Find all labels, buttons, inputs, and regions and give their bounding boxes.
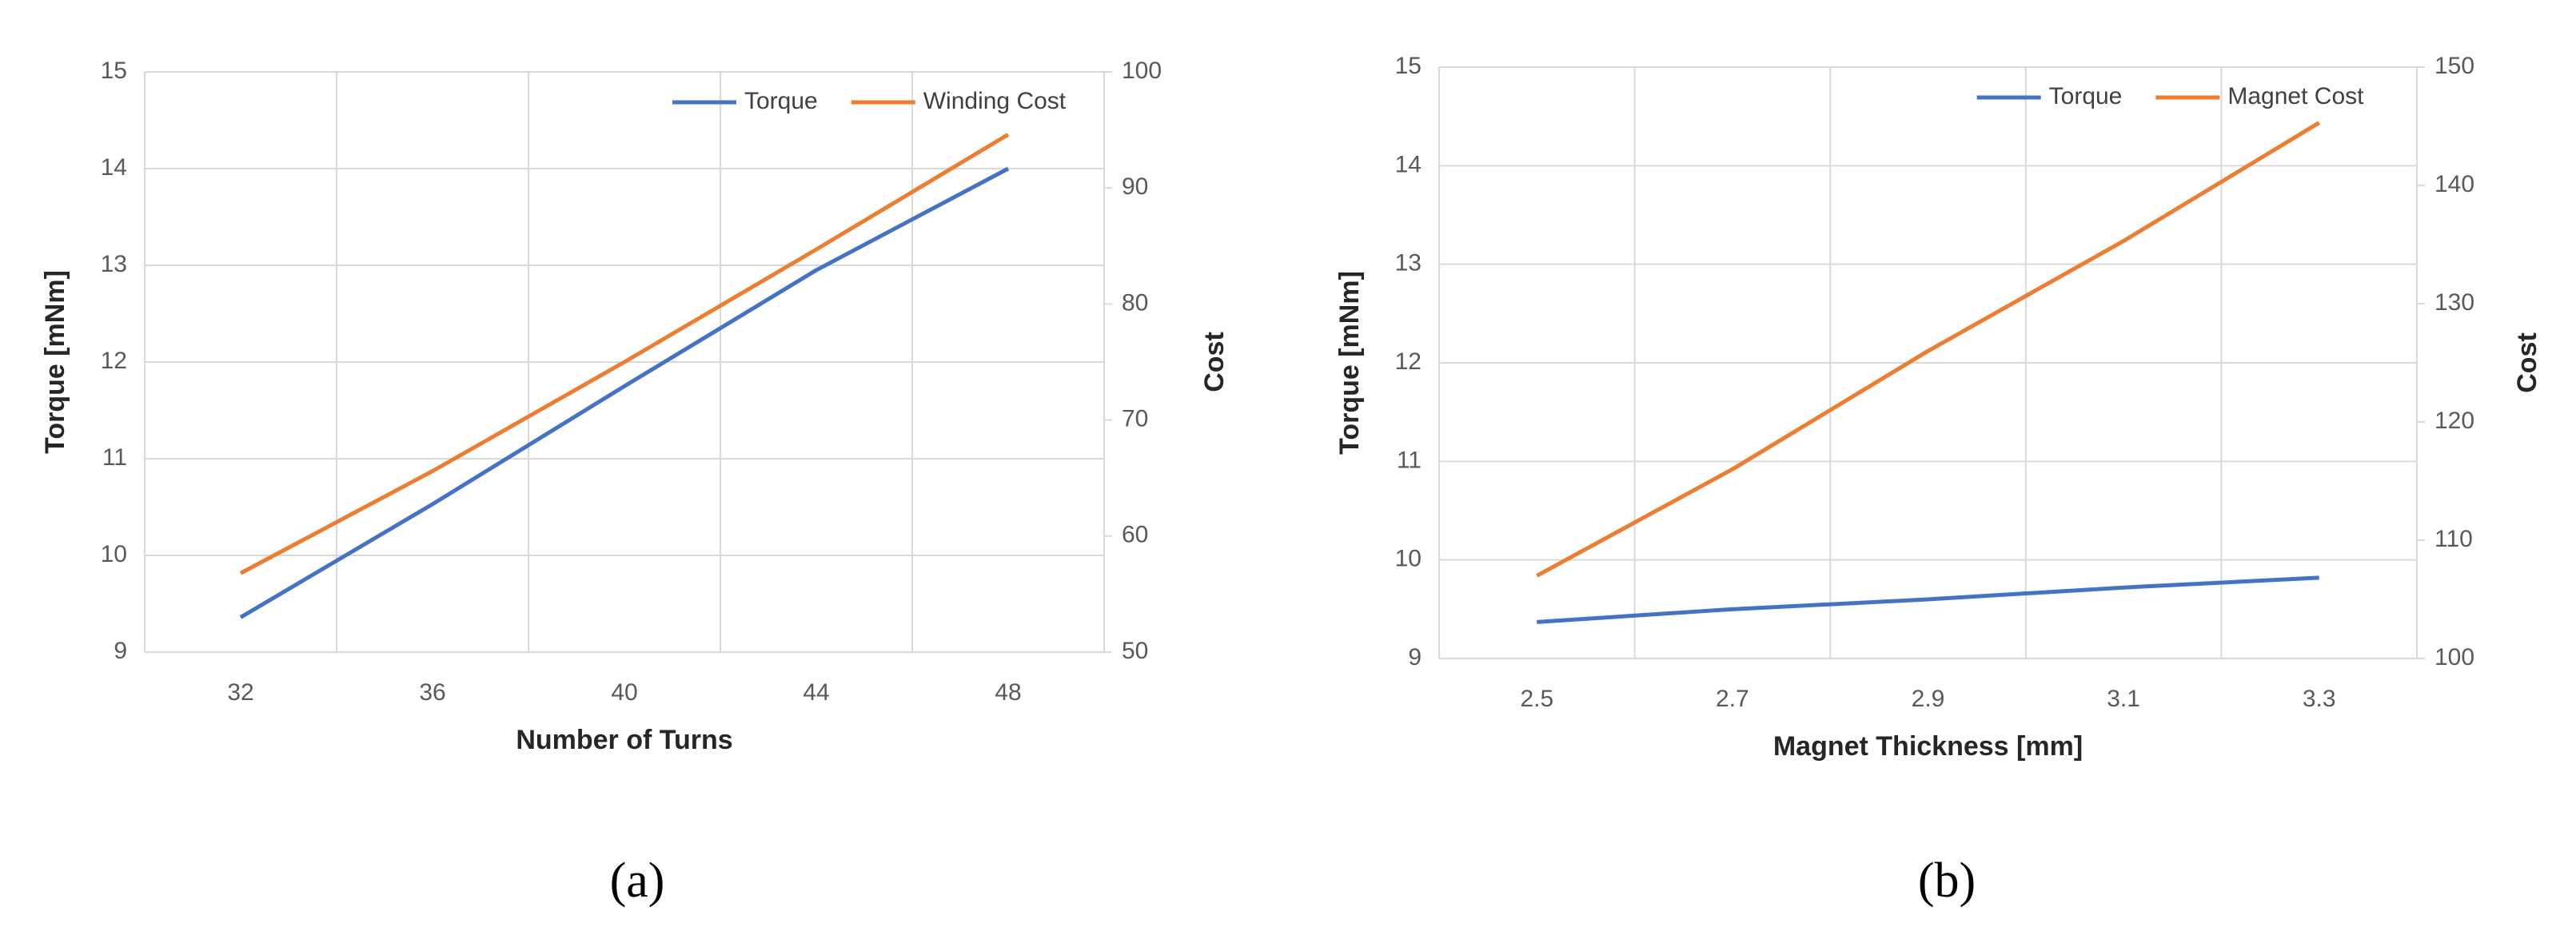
y2-tick-label: 50 [1122,638,1148,664]
y2-tick-label: 150 [2434,53,2474,79]
x-tick-label: 44 [803,679,829,706]
y2-tick-label: 70 [1122,406,1148,432]
y-tick-label: 9 [1408,644,1422,670]
caption: (a) [610,853,665,908]
x-tick-label: 40 [611,679,637,706]
y-tick-label: 9 [114,638,127,664]
series-line [239,166,1010,619]
y2-axis-title: Cost [1199,332,1230,392]
y-tick-label: 13 [1395,250,1422,277]
y-tick-label: 14 [1395,151,1422,177]
x-tick-label: 2.9 [1912,686,1945,712]
y-tick-label: 10 [1395,546,1422,572]
y2-tick-label: 130 [2434,289,2474,316]
series-line [239,133,1010,575]
y2-axis-title: Cost [2512,332,2542,393]
y2-tick-label: 110 [2434,526,2473,552]
y-tick-label: 13 [101,251,127,277]
caption: (b) [1918,853,1976,908]
x-tick-label: 2.7 [1716,686,1749,712]
y-axis-title: Torque [mNm] [1334,271,1365,455]
y-tick-label: 11 [1397,447,1422,473]
y2-tick-label: 100 [1122,58,1162,84]
y2-tick-label: 120 [2434,408,2474,434]
legend-label: Magnet Cost [2227,83,2364,109]
y2-tick-label: 60 [1122,522,1148,548]
x-tick-label: 3.3 [2303,686,2336,712]
y-tick-label: 12 [1395,348,1422,375]
x-tick-label: 3.1 [2107,686,2140,712]
y2-tick-label: 140 [2434,171,2474,197]
x-tick-label: 48 [995,679,1021,706]
series-line [1536,121,2320,578]
y2-tick-label: 100 [2434,644,2474,670]
y2-tick-label: 80 [1122,289,1148,316]
y-tick-label: 12 [101,348,127,374]
legend-label: Torque [2049,83,2123,109]
y-tick-label: 15 [101,58,127,84]
legend-label: Torque [744,88,818,114]
x-tick-label: 32 [227,679,253,706]
legend-label: Winding Cost [923,88,1067,114]
x-axis-title: Magnet Thickness [mm] [1773,731,2083,762]
y2-tick-label: 90 [1122,173,1148,200]
x-tick-label: 2.5 [1520,686,1553,712]
y-tick-label: 10 [101,541,127,567]
x-tick-label: 36 [419,679,445,706]
y-axis-title: Torque [mNm] [40,270,70,454]
series-line [1537,575,2319,624]
y-tick-label: 14 [101,154,127,181]
y-tick-label: 15 [1395,53,1422,79]
y-tick-label: 11 [102,444,127,471]
x-axis-title: Number of Turns [516,725,732,755]
